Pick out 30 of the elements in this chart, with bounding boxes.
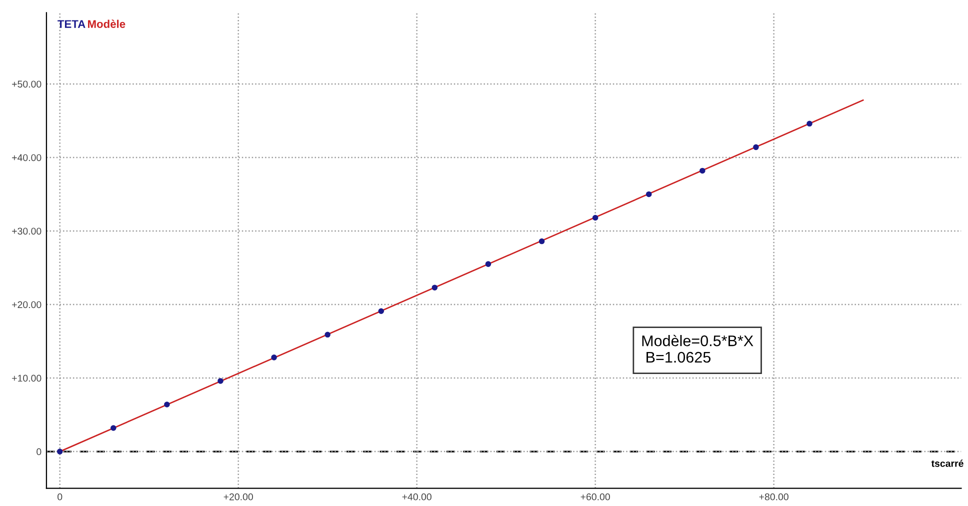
point [806, 120, 812, 127]
y-tick-label: 0 [36, 448, 42, 456]
point [432, 284, 438, 290]
x-axis-title: tscarré [931, 460, 964, 467]
point [700, 168, 706, 174]
x-tick-label: +60.00 [580, 493, 610, 500]
point [271, 354, 277, 360]
point [646, 191, 652, 198]
x-tick-label: +40.00 [402, 493, 432, 500]
y-tick-label: +10.00 [12, 374, 42, 382]
y-tick-label: +40.00 [12, 154, 42, 162]
y-tick-label: +30.00 [12, 228, 42, 235]
point [538, 238, 545, 244]
point [324, 332, 330, 338]
point [110, 425, 116, 431]
y-tick-label: +50.00 [12, 80, 42, 88]
y-tick-label: +20.00 [12, 301, 42, 308]
point [164, 402, 170, 408]
point [753, 144, 759, 150]
x-tick-label: +20.00 [224, 493, 253, 500]
point [378, 308, 384, 314]
x-tick-label: 0 [58, 493, 62, 500]
x-tick-label: +80.00 [759, 493, 788, 500]
text: TETA [58, 20, 86, 28]
point [592, 214, 598, 221]
annotation: Modèle=0.5*B*X B=1.0625 [642, 334, 754, 363]
point [56, 448, 63, 454]
point [485, 261, 492, 267]
point [218, 378, 224, 384]
text: Modèle [88, 20, 126, 28]
